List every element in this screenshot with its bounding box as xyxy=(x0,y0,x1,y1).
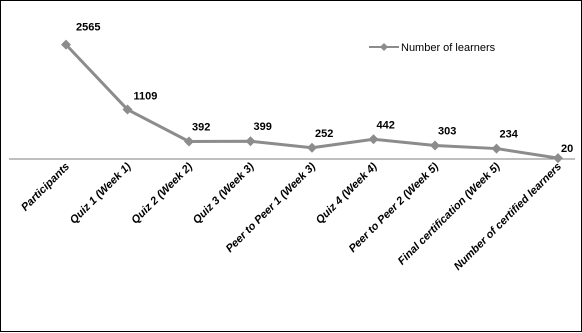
data-label: 442 xyxy=(377,119,395,131)
x-tick-label: Quiz 4 (Week 4) xyxy=(314,160,380,226)
data-point-marker xyxy=(122,104,133,115)
data-point-marker xyxy=(368,134,379,145)
data-point-marker xyxy=(307,142,317,153)
data-label: 252 xyxy=(315,128,333,140)
data-label: 234 xyxy=(500,129,519,141)
data-label: 399 xyxy=(254,121,272,133)
data-label: 20 xyxy=(561,143,573,155)
x-tick-label: Quiz 1 (Week 1) xyxy=(68,160,134,226)
data-label: 392 xyxy=(192,122,210,134)
x-tick-label: Quiz 3 (Week 3) xyxy=(191,160,257,226)
data-label: 2565 xyxy=(76,22,100,34)
series-layer xyxy=(61,39,563,164)
data-point-marker xyxy=(245,136,256,147)
legend: Number of learners xyxy=(369,42,496,54)
data-point-marker xyxy=(184,136,194,147)
data-point-marker xyxy=(491,143,502,154)
data-label: 303 xyxy=(438,125,456,137)
x-tick-label: Final certification (Week 5) xyxy=(396,160,503,267)
data-point-marker xyxy=(61,39,71,50)
data-point-marker xyxy=(430,140,440,151)
x-tick-label: Quiz 2 (Week 2) xyxy=(129,160,195,226)
data-label: 1109 xyxy=(134,91,158,103)
legend-label: Number of learners xyxy=(401,42,496,54)
value-labels: 2565 1109 392 399 252 442 303 234 20 xyxy=(76,22,573,156)
x-tick-label: Number of certified learners xyxy=(452,161,564,273)
data-point-marker xyxy=(553,153,563,164)
legend-marker xyxy=(380,43,388,51)
x-tick-label: Participants xyxy=(19,161,72,214)
